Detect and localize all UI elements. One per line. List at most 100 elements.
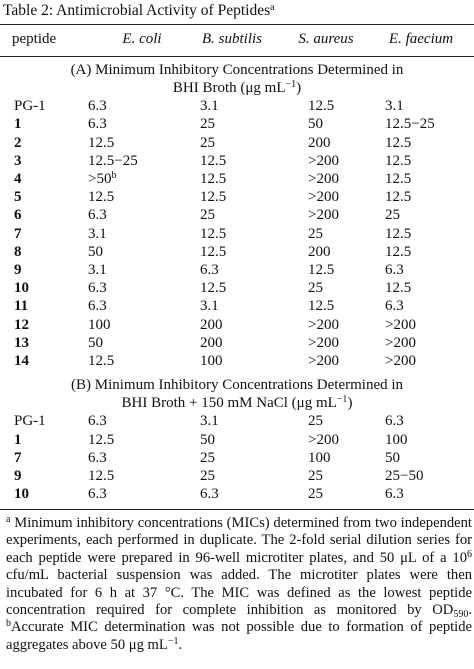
table-cell: 12.5 [88, 431, 115, 448]
table-cell: 12.5 [200, 189, 227, 206]
superscript: 6 [467, 548, 472, 560]
table-cell: 25 [308, 468, 323, 484]
table-cell: 6.3 [200, 262, 219, 278]
table-cell: 100 [308, 449, 331, 466]
table-cell: 3.1 [88, 225, 107, 242]
peptide-label: 4 [14, 171, 22, 187]
table-cell: >200 [385, 353, 416, 369]
table-cell: 3.1 [200, 413, 219, 430]
table-cell: 12.5 [385, 152, 412, 169]
table-cell: 12.5 [88, 134, 115, 151]
peptide-label: 7 [14, 449, 22, 466]
footnote-text: . [178, 636, 183, 653]
table-title: Table 2: Antimicrobial Activity of Pepti… [3, 2, 275, 20]
table-cell: >200 [308, 431, 339, 448]
column-header: B. subtilis [201, 31, 262, 47]
table-cell: 100 [88, 316, 111, 333]
footnote: a Minimum inhibitory concentrations (MIC… [6, 515, 472, 654]
peptide-label: 11 [14, 298, 29, 315]
table-cell: 3.1 [88, 262, 107, 278]
table-cell: 6.3 [88, 449, 107, 466]
superscript: −1 [167, 635, 179, 647]
peptide-label: 3 [14, 152, 22, 169]
peptide-label: 12 [14, 316, 29, 333]
heading-text: ) [296, 80, 302, 96]
table-cell: 12.5 [385, 243, 412, 260]
column-header: E. faecium [388, 31, 454, 47]
heading-text: BHI Broth (μg mL [172, 80, 286, 96]
table-cell: 12.5 [385, 225, 412, 242]
table-cell: 25 [308, 225, 323, 242]
table-cell: 100 [200, 353, 223, 369]
table-cell: 25 [200, 449, 215, 466]
table-cell: 12.5 [385, 171, 412, 187]
table-cell: 12.5 [308, 98, 335, 115]
table-cell: 3.1 [200, 298, 219, 315]
subscript: 590 [453, 609, 469, 621]
table-cell: 6.3 [385, 486, 404, 503]
footnote-text: Minimum inhibitory concentrations (MICs)… [6, 515, 472, 566]
column-header: peptide [12, 31, 57, 47]
table-cell: 6.3 [385, 298, 404, 315]
table-cell: 50 [308, 116, 323, 133]
table-cell: 6.3 [385, 262, 404, 278]
table-cell: 200 [200, 316, 223, 333]
table-cell: 6.3 [88, 413, 107, 430]
peptide-label: 9 [14, 468, 22, 484]
table-cell: 25 [308, 413, 323, 430]
table-cell: 25 [200, 207, 215, 224]
table-cell: 12.5 [88, 353, 115, 369]
peptide-label: 2 [14, 134, 22, 151]
peptide-label: 9 [14, 262, 22, 278]
table-cell: 25 [308, 280, 323, 297]
table-cell: 12.5 [200, 225, 227, 242]
table-cell: >200 [308, 316, 339, 333]
table-cell: 25 [200, 468, 215, 484]
footnote-mark: b [6, 618, 11, 630]
table-cell: >200 [308, 334, 339, 351]
section-heading: (A) Minimum Inhibitory Concentrations De… [70, 62, 404, 78]
superscript: −1 [336, 394, 348, 406]
table-cell: 3.1 [200, 98, 219, 115]
peptide-label: 1 [14, 116, 22, 133]
table-cell: 12.5−25 [88, 152, 138, 169]
table-cell: 12.5 [88, 189, 115, 206]
peptide-label: PG-1 [14, 413, 46, 430]
table-cell: >200 [308, 171, 339, 187]
footnote-mark: b [111, 170, 117, 181]
heading-text: BHI Broth + 150 mM NaCl (μg mL [121, 395, 337, 412]
table-cell: >200 [308, 207, 339, 224]
table-cell: 25−50 [385, 468, 424, 484]
table-cell: 200 [200, 334, 223, 351]
footnote-mark: a [6, 514, 11, 525]
table-cell: 6.3 [88, 98, 107, 115]
footnote-text: cfu/mL bacterial suspension was added. T… [6, 567, 472, 619]
peptide-label: 10 [14, 280, 29, 297]
table-cell: 25 [200, 116, 215, 133]
table-cell: >200 [385, 316, 416, 333]
table-cell: 3.1 [385, 98, 404, 115]
peptide-label: 6 [14, 207, 22, 224]
table-cell: 12.5 [200, 152, 227, 169]
table-cell: >200 [308, 189, 339, 206]
table-cell: 12.5 [88, 468, 115, 484]
table-cell: >50b [88, 170, 116, 188]
table-cell: 50 [88, 334, 103, 351]
table-cell: 25 [200, 134, 215, 151]
table-cell: 25 [385, 207, 400, 224]
footnote-mark: a [270, 2, 275, 13]
table-cell: 200 [308, 243, 331, 260]
table-cell: 6.3 [88, 298, 107, 315]
table-cell: 6.3 [200, 486, 219, 503]
table-cell: 200 [308, 134, 331, 151]
peptide-label: 8 [14, 243, 22, 260]
peptide-label: 7 [14, 225, 22, 242]
title-text: Table 2: Antimicrobial Activity of Pepti… [3, 2, 271, 19]
cell-text: >50 [88, 171, 112, 187]
table-cell: 50 [385, 449, 400, 466]
table-cell: 6.3 [88, 116, 107, 133]
rule [0, 509, 474, 510]
section-heading: BHI Broth (μg mL−1) [0, 79, 474, 97]
superscript: −1 [285, 79, 297, 90]
